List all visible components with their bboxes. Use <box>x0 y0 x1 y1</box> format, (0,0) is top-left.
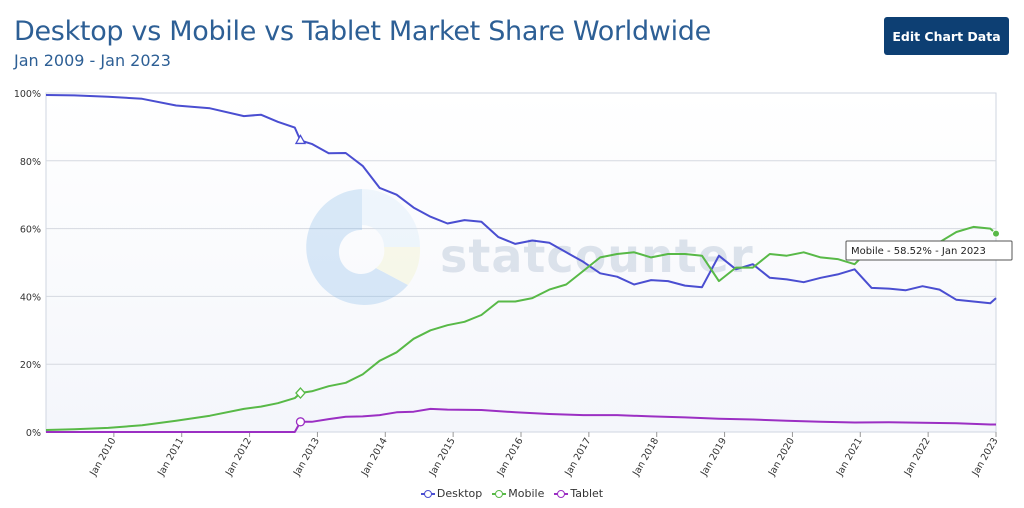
y-axis: 0% 20% 40% 60% 80% 100% <box>14 89 41 439</box>
chart-legend: Desktop Mobile Tablet <box>0 487 1024 501</box>
series-line-desktop[interactable] <box>45 94 997 305</box>
watermark-logo-accent-icon <box>362 189 420 247</box>
y-tick-label: 40% <box>20 292 41 303</box>
legend-label: Tablet <box>570 487 604 500</box>
tooltip: Mobile - 58.52% - Jan 2023 <box>845 240 1013 261</box>
watermark-logo-accent2-icon <box>376 247 421 285</box>
legend-item-tablet[interactable]: Tablet <box>554 487 603 500</box>
market-share-line-chart: 0%20%40%60%80%100% Jan 2010 Jan 2011 Jan 2… <box>14 89 1013 479</box>
watermark-text: statcounter <box>440 229 754 283</box>
gridlines <box>46 160 996 365</box>
x-tick-label: Jan 2021 <box>834 436 865 479</box>
y-tick-label: 20% <box>20 360 41 371</box>
legend-marker-icon <box>554 489 569 498</box>
x-tick-label: Jan 2017 <box>563 436 594 479</box>
legend-marker-icon <box>420 489 435 498</box>
series-marker-desktop[interactable] <box>294 134 307 145</box>
x-tick-label: Jan 2019 <box>698 436 729 479</box>
x-tick-label: Jan 2014 <box>359 436 390 479</box>
tooltip-box <box>845 240 1013 261</box>
legend-label: Desktop <box>436 487 483 500</box>
legend-marker-icon <box>492 489 507 498</box>
series-markers <box>294 134 1000 427</box>
x-tick-label: Jan 2011 <box>155 436 186 479</box>
plot-area <box>45 92 997 433</box>
x-tick-label: Jan 2015 <box>427 436 458 479</box>
x-tick-label: Jan 2023 <box>970 436 1001 479</box>
x-tick-label: Jan 2010 <box>88 436 119 479</box>
legend-label: Mobile <box>508 487 545 500</box>
watermark-logo-icon <box>306 189 408 305</box>
series-marker-tablet[interactable] <box>295 417 306 427</box>
y-tick-label: 60% <box>20 225 41 236</box>
x-tick-label: Jan 2013 <box>291 436 322 479</box>
tooltip-point[interactable] <box>992 229 1000 238</box>
x-tick-label: Jan 2016 <box>495 436 526 479</box>
y-tick-label: 0% <box>26 428 41 439</box>
page-title: Desktop vs Mobile vs Tablet Market Share… <box>14 16 711 47</box>
series-marker-mobile[interactable] <box>295 387 306 399</box>
edit-chart-data-button[interactable]: Edit Chart Data <box>884 17 1009 55</box>
legend-item-desktop[interactable]: Desktop <box>420 487 483 500</box>
date-range-subtitle: Jan 2009 - Jan 2023 <box>14 51 171 70</box>
y-tick-label: 80% <box>20 157 41 168</box>
x-tick-label: Jan 2012 <box>223 436 254 479</box>
tooltip-text: Mobile - 58.52% - Jan 2023 <box>851 246 986 257</box>
x-tick-label: Jan 2018 <box>630 436 661 479</box>
x-tick-label: Jan 2022 <box>902 436 933 479</box>
y-tick-label: 100% <box>14 89 41 100</box>
x-axis: Jan 2010 Jan 2011 Jan 2012 Jan 2013 Jan 2014… <box>88 432 1001 479</box>
legend-item-mobile[interactable]: Mobile <box>492 487 544 500</box>
x-tick-label: Jan 2020 <box>766 436 797 479</box>
statcounter-watermark: statcounter <box>306 189 753 305</box>
